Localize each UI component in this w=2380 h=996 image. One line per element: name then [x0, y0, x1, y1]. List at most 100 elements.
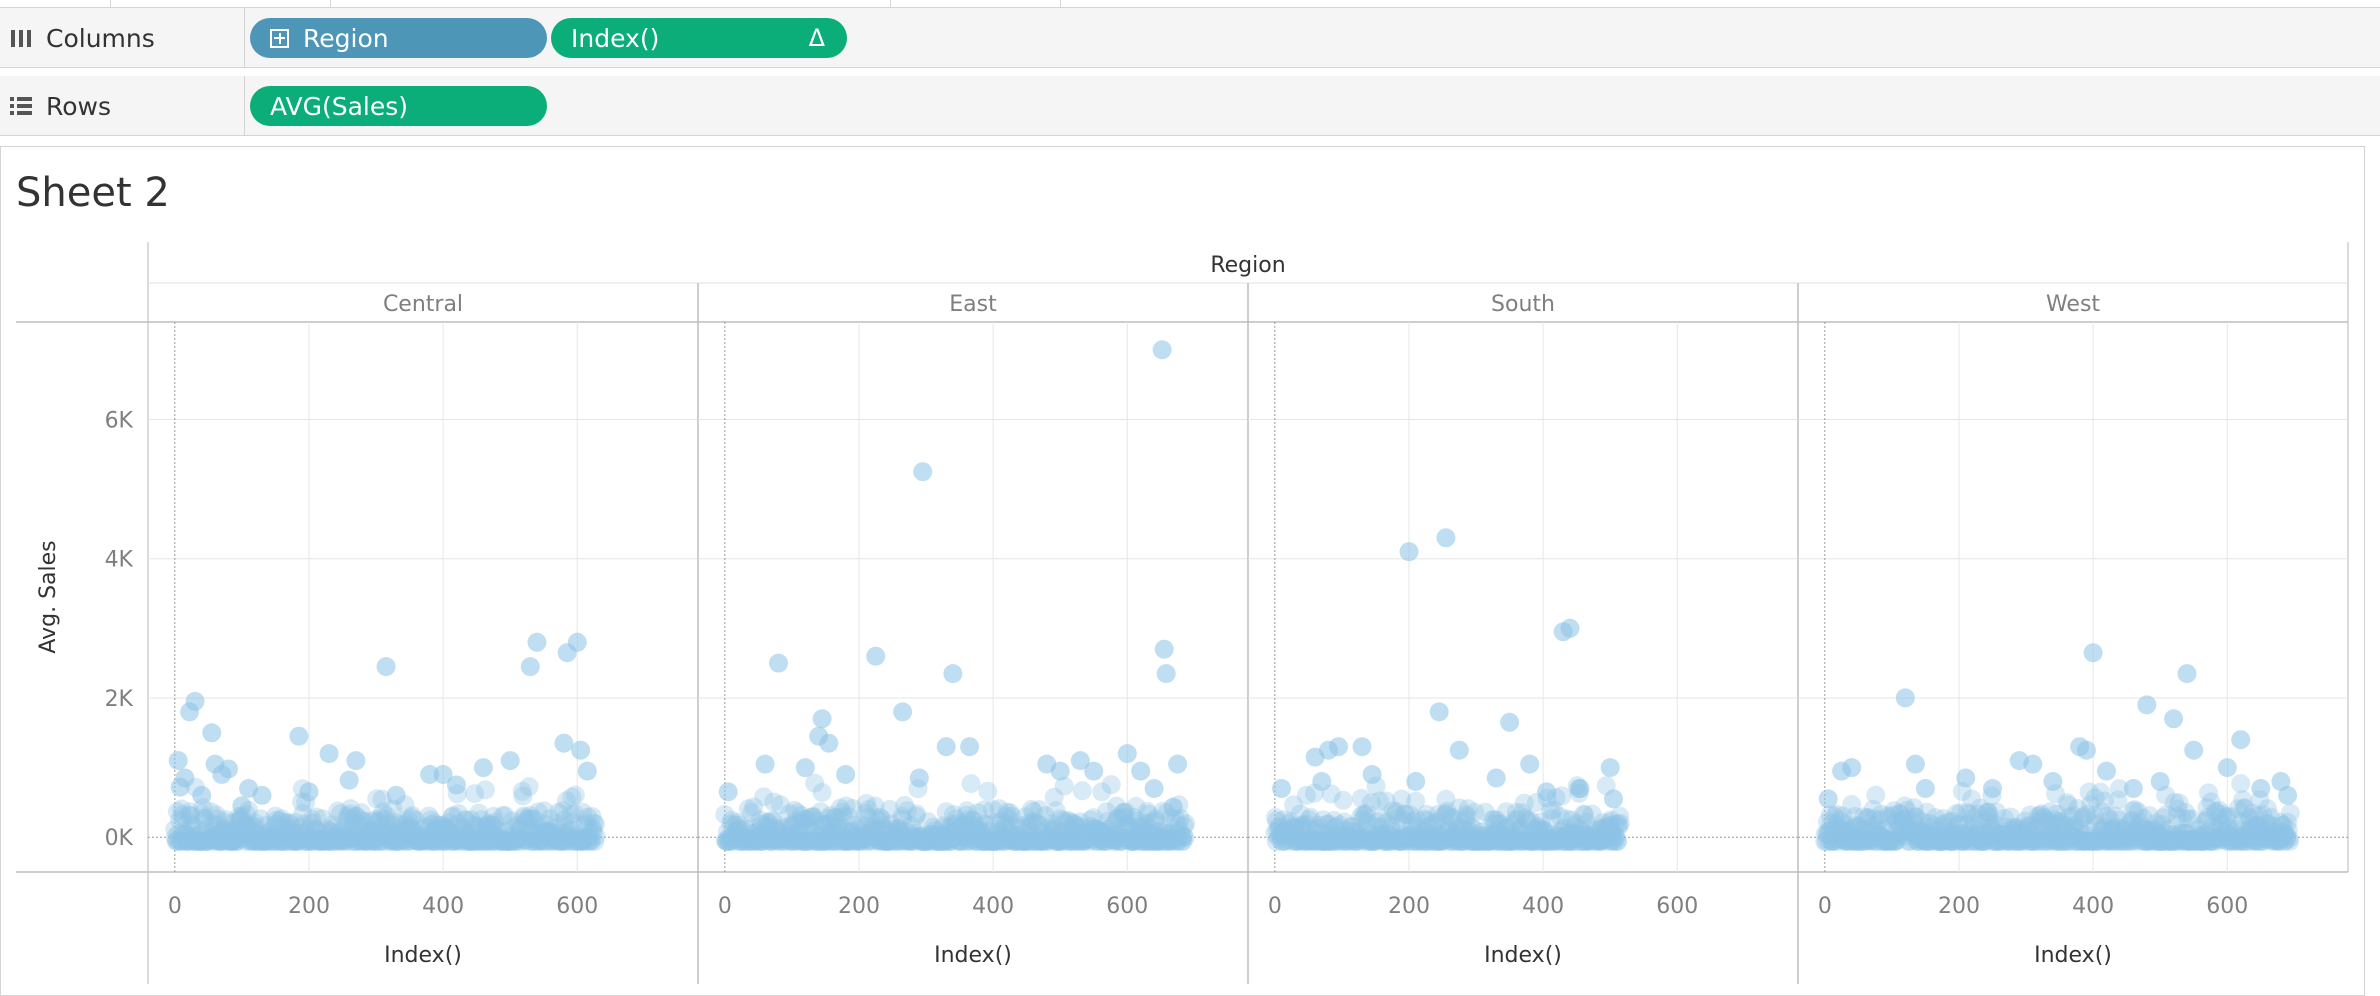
data-point[interactable] — [1842, 758, 1862, 778]
data-point[interactable] — [259, 828, 279, 848]
data-point[interactable] — [1278, 826, 1298, 846]
data-point[interactable] — [944, 805, 963, 825]
data-point[interactable] — [1298, 831, 1318, 851]
data-point[interactable] — [548, 830, 568, 850]
data-point[interactable] — [1352, 737, 1372, 757]
data-point[interactable] — [198, 822, 218, 842]
data-point[interactable] — [1049, 831, 1069, 851]
columns-shelf[interactable]: Columns Region Index() Δ — [0, 8, 2380, 68]
data-point[interactable] — [1119, 821, 1139, 840]
data-point[interactable] — [1282, 826, 1302, 845]
data-point[interactable] — [375, 809, 395, 829]
data-point[interactable] — [1300, 819, 1320, 839]
data-point[interactable] — [462, 829, 482, 849]
data-point[interactable] — [1064, 815, 1084, 835]
data-point[interactable] — [1314, 831, 1334, 851]
data-point[interactable] — [166, 827, 185, 847]
data-point[interactable] — [432, 816, 452, 836]
data-point[interactable] — [386, 831, 405, 851]
data-point[interactable] — [942, 815, 962, 834]
data-point[interactable] — [1117, 744, 1137, 764]
data-point[interactable] — [202, 723, 222, 743]
data-point[interactable] — [446, 830, 466, 850]
data-point[interactable] — [404, 827, 424, 847]
data-point[interactable] — [1297, 814, 1317, 834]
data-point[interactable] — [1020, 831, 1040, 851]
data-point[interactable] — [940, 831, 960, 851]
data-point[interactable] — [958, 810, 978, 830]
data-point[interactable] — [989, 829, 1008, 849]
data-point[interactable] — [1172, 827, 1192, 847]
data-point[interactable] — [875, 831, 895, 851]
data-point[interactable] — [1302, 831, 1322, 851]
data-point[interactable] — [1150, 821, 1169, 841]
data-point[interactable] — [1065, 815, 1085, 835]
data-point[interactable] — [406, 810, 426, 830]
data-point[interactable] — [970, 820, 990, 840]
data-point[interactable] — [470, 822, 490, 842]
data-point[interactable] — [860, 830, 880, 850]
data-point[interactable] — [1284, 795, 1304, 815]
data-point[interactable] — [999, 809, 1019, 829]
data-point[interactable] — [877, 831, 897, 851]
data-point[interactable] — [975, 814, 995, 834]
data-point[interactable] — [737, 829, 757, 849]
data-point[interactable] — [555, 831, 575, 851]
data-point[interactable] — [812, 783, 832, 802]
data-point[interactable] — [419, 806, 439, 826]
data-point[interactable] — [359, 823, 379, 843]
data-point[interactable] — [251, 826, 271, 846]
data-point[interactable] — [840, 822, 860, 842]
data-point[interactable] — [365, 810, 385, 830]
data-point[interactable] — [454, 819, 474, 838]
data-point[interactable] — [557, 791, 576, 811]
data-point[interactable] — [290, 823, 310, 843]
data-point[interactable] — [2217, 758, 2237, 778]
data-point[interactable] — [1092, 782, 1112, 802]
data-point[interactable] — [2083, 643, 2103, 663]
data-point[interactable] — [561, 820, 581, 840]
data-point[interactable] — [937, 824, 957, 844]
data-point[interactable] — [726, 828, 746, 848]
data-point[interactable] — [418, 831, 438, 851]
data-point[interactable] — [1359, 831, 1379, 851]
data-point[interactable] — [229, 815, 248, 835]
data-point[interactable] — [847, 829, 867, 849]
data-point[interactable] — [500, 751, 520, 771]
data-point[interactable] — [1265, 823, 1285, 843]
data-point[interactable] — [1288, 831, 1308, 851]
data-point[interactable] — [449, 804, 468, 824]
data-point[interactable] — [463, 831, 483, 851]
data-point[interactable] — [1296, 831, 1316, 851]
data-point[interactable] — [1082, 829, 1102, 849]
data-point[interactable] — [1136, 831, 1156, 851]
data-point[interactable] — [1333, 831, 1353, 851]
data-point[interactable] — [987, 831, 1007, 851]
data-point[interactable] — [353, 816, 373, 836]
data-point[interactable] — [219, 759, 238, 779]
data-point[interactable] — [1345, 831, 1365, 851]
data-point[interactable] — [260, 823, 280, 842]
data-point[interactable] — [741, 824, 761, 844]
data-point[interactable] — [1150, 829, 1170, 849]
data-point[interactable] — [1152, 340, 1172, 360]
data-point[interactable] — [1066, 831, 1086, 851]
data-point[interactable] — [1293, 814, 1313, 834]
data-point[interactable] — [985, 813, 1005, 833]
data-point[interactable] — [986, 831, 1006, 851]
data-point[interactable] — [1095, 822, 1114, 842]
data-point[interactable] — [440, 831, 460, 851]
data-point[interactable] — [880, 799, 900, 819]
data-point[interactable] — [547, 831, 567, 851]
data-point[interactable] — [513, 786, 533, 806]
data-point[interactable] — [910, 827, 930, 847]
data-point[interactable] — [1129, 831, 1149, 851]
data-point[interactable] — [1013, 831, 1033, 851]
data-point[interactable] — [339, 821, 359, 841]
data-point[interactable] — [425, 818, 445, 838]
data-point[interactable] — [948, 819, 968, 839]
data-point[interactable] — [286, 831, 306, 851]
data-point[interactable] — [491, 831, 511, 851]
data-point[interactable] — [797, 816, 817, 836]
data-point[interactable] — [980, 831, 1000, 851]
